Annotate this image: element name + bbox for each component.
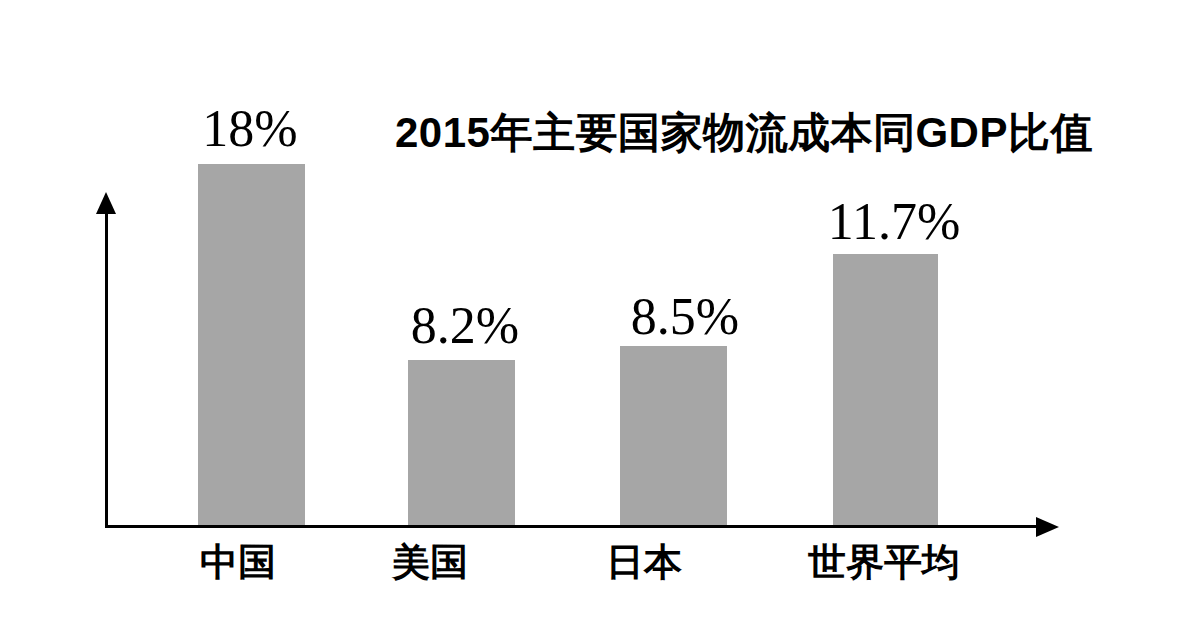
- bar-world-average: [833, 254, 938, 525]
- category-label-japan: 日本: [606, 543, 682, 581]
- x-axis-line: [105, 525, 1038, 528]
- x-axis-arrow-icon: [1036, 517, 1059, 537]
- value-label-usa: 8.2%: [411, 300, 519, 352]
- category-label-china: 中国: [200, 543, 276, 581]
- bar-usa: [408, 360, 515, 525]
- value-label-china: 18%: [202, 103, 297, 155]
- value-label-world-average: 11.7%: [828, 196, 960, 248]
- y-axis-arrow-icon: [96, 192, 116, 214]
- bar-japan: [620, 346, 727, 525]
- chart-title: 2015年主要国家物流成本同GDP比值: [395, 109, 1093, 157]
- category-label-world-average: 世界平均: [808, 543, 960, 581]
- y-axis-line: [105, 206, 108, 528]
- bar-chart: 2015年主要国家物流成本同GDP比值 18% 8.2% 8.5% 11.7% …: [0, 0, 1192, 620]
- category-label-usa: 美国: [392, 543, 468, 581]
- bar-china: [198, 164, 305, 525]
- value-label-japan: 8.5%: [631, 291, 739, 343]
